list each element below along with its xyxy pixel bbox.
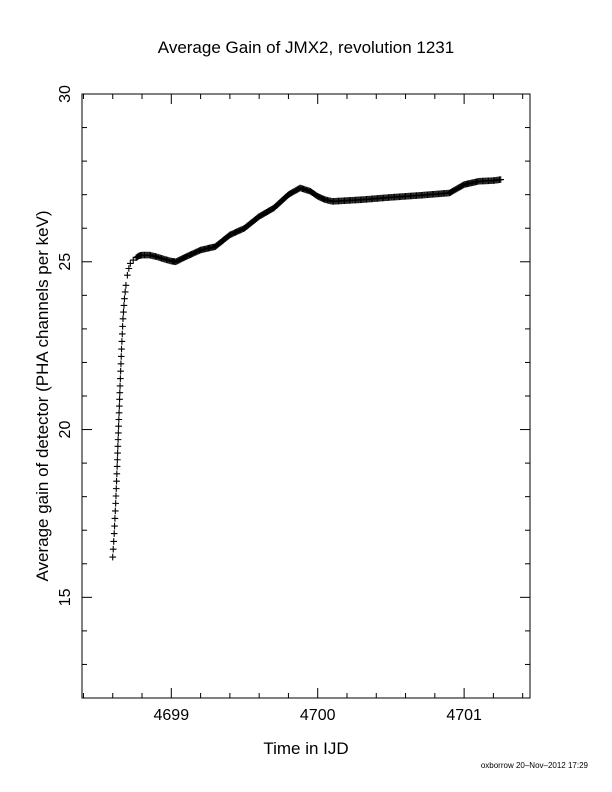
minor-ticks: [82, 94, 530, 699]
data-point: [125, 265, 133, 272]
data-point: [120, 302, 128, 309]
data-point: [115, 429, 122, 437]
data-point: [127, 260, 134, 267]
data-point: [118, 338, 126, 345]
chart-title: Average Gain of JMX2, revolution 1231: [158, 38, 454, 57]
data-point: [497, 176, 505, 183]
data-point: [113, 463, 121, 470]
data-point: [124, 271, 131, 279]
x-tick-labels: 4699 4700 4701: [154, 707, 483, 724]
data-point: [119, 323, 126, 330]
y-tick-label: 30: [57, 85, 74, 103]
y-axis-label: Average gain of detector (PHA channels p…: [33, 210, 52, 581]
data-point: [109, 545, 117, 553]
data-point: [109, 553, 117, 561]
data-points: [109, 176, 505, 561]
data-point: [115, 416, 123, 423]
data-point: [112, 507, 119, 515]
x-tick-label: 4701: [446, 707, 482, 724]
data-point: [114, 436, 122, 443]
data-point: [117, 353, 125, 360]
y-tick-labels: 15 20 25 30: [57, 85, 74, 606]
data-point: [112, 492, 120, 500]
data-point: [116, 402, 123, 410]
data-point: [113, 470, 121, 478]
data-point: [119, 315, 127, 323]
data-point: [116, 382, 124, 390]
data-point: [114, 456, 121, 464]
data-point: [116, 396, 123, 403]
data-point: [115, 422, 122, 430]
x-axis-label: Time in IJD: [263, 739, 348, 758]
data-point: [110, 538, 118, 545]
x-tick-label: 4699: [154, 707, 190, 724]
data-point: [112, 500, 119, 507]
data-point: [114, 443, 122, 450]
data-point: [115, 409, 123, 417]
data-point: [112, 485, 120, 492]
data-point: [117, 367, 124, 375]
data-point: [113, 477, 120, 485]
data-point: [121, 295, 128, 302]
y-tick-label: 25: [57, 253, 74, 271]
data-point: [111, 522, 118, 530]
y-tick-label: 15: [57, 588, 74, 606]
footer-credit: oxborrow 20–Nov–2012 17:29: [481, 761, 589, 770]
y-tick-label: 20: [57, 421, 74, 439]
x-tick-label: 4700: [300, 707, 336, 724]
data-point: [118, 345, 125, 353]
major-ticks: [82, 93, 530, 698]
data-point: [118, 330, 126, 338]
data-point: [111, 515, 119, 522]
data-point: [117, 360, 125, 368]
data-point: [117, 375, 124, 382]
data-point: [122, 281, 130, 289]
data-point: [121, 288, 129, 296]
data-point: [110, 530, 118, 537]
data-point: [120, 308, 127, 316]
data-point: [114, 449, 121, 457]
data-point: [116, 389, 124, 396]
